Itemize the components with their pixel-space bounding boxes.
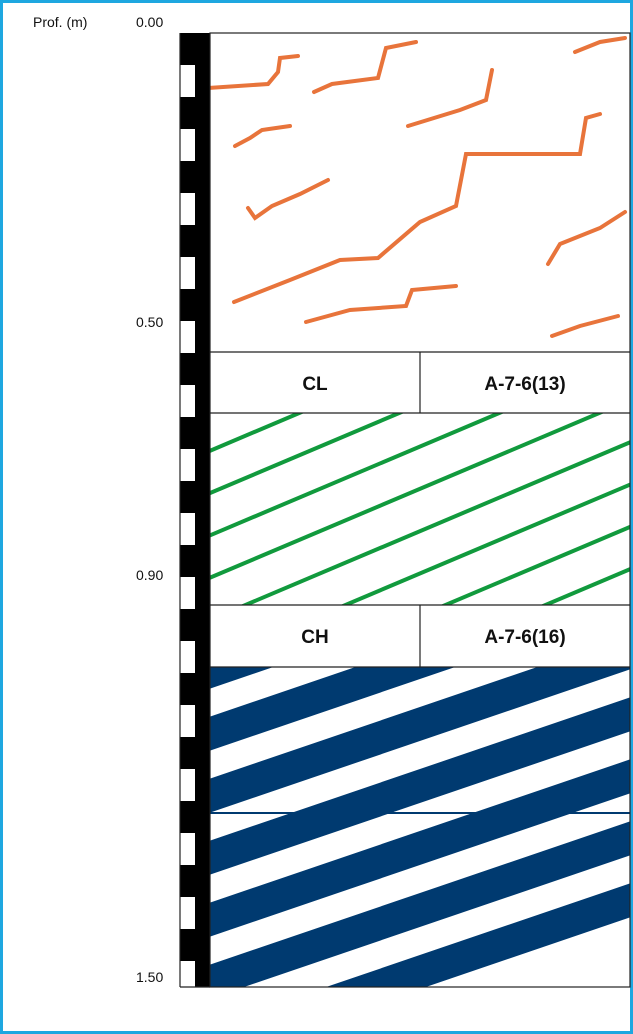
depth-scale [180,33,210,987]
scale-block [195,673,210,705]
scale-block [195,513,210,545]
scale-block [180,97,195,129]
aashto-label: A-7-6(13) [484,374,565,395]
hatch-line [0,400,30,620]
hatch-line [0,400,330,620]
scale-block [195,737,210,769]
scale-block [195,705,210,737]
scale-block [180,33,195,65]
scale-block [180,545,195,577]
hatch-band [200,446,633,630]
scale-block [195,929,210,961]
scale-block [195,33,210,65]
scale-block [195,97,210,129]
depth-label: 0.90 [136,567,163,583]
hatch-band [200,384,633,568]
uscs-label: CH [301,627,328,648]
scale-block [195,641,210,673]
scale-block [195,417,210,449]
organic-pattern [208,38,625,336]
scale-block [195,961,210,987]
hatch-band [200,508,633,692]
scale-block [195,225,210,257]
fat-clay-pattern [200,198,633,1034]
scale-block [180,609,195,641]
scale-block [195,577,210,609]
scale-block [195,385,210,417]
scale-block [195,865,210,897]
scale-block [195,193,210,225]
scale-block [195,129,210,161]
scale-block [195,833,210,865]
scale-block [180,353,195,385]
hatch-line [0,400,130,620]
scale-block [195,481,210,513]
scale-block [195,161,210,193]
scale-block [180,225,195,257]
scale-block [195,321,210,353]
scale-block [180,737,195,769]
scale-block [195,65,210,97]
scale-block [195,545,210,577]
scale-block [180,161,195,193]
scale-block [180,481,195,513]
aashto-label: A-7-6(16) [484,627,565,648]
hatch-line [10,400,530,620]
depth-header: Prof. (m) [33,14,87,30]
scale-block [180,929,195,961]
scale-block [180,289,195,321]
scale-block [180,865,195,897]
clay-pattern [0,400,633,620]
depth-label: 1.50 [136,969,163,985]
scale-block [195,801,210,833]
scale-block [180,801,195,833]
uscs-label: CL [302,374,328,395]
scale-block [195,897,210,929]
scale-block [195,257,210,289]
scale-block [180,673,195,705]
scale-block [195,609,210,641]
scale-block [180,417,195,449]
depth-label: 0.00 [136,14,163,30]
scale-block [195,289,210,321]
scale-block [195,353,210,385]
scale-block [195,449,210,481]
hatch-line [410,400,633,620]
depth-label: 0.50 [136,314,163,330]
hatch-band [200,322,633,506]
soil-profile: Prof. (m) 0.00 0.50 0.90 1.50 CL A-7-6(1… [0,0,633,1034]
scale-block [195,769,210,801]
